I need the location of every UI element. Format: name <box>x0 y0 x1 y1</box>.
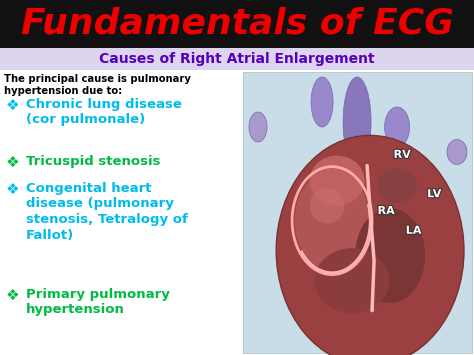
Text: Congenital heart
disease (pulmonary
stenosis, Tetralogy of
Fallot): Congenital heart disease (pulmonary sten… <box>26 182 188 241</box>
Ellipse shape <box>249 112 267 142</box>
Text: ❖: ❖ <box>6 98 19 113</box>
Ellipse shape <box>294 171 370 271</box>
Ellipse shape <box>377 168 417 203</box>
Text: RV: RV <box>393 150 410 160</box>
Ellipse shape <box>447 140 467 164</box>
Bar <box>243 72 472 353</box>
Bar <box>0 0 474 48</box>
Bar <box>0 70 474 355</box>
Ellipse shape <box>310 155 365 206</box>
Text: RA: RA <box>378 206 395 216</box>
Ellipse shape <box>276 135 464 355</box>
Ellipse shape <box>311 77 333 127</box>
Text: Causes of Right Atrial Enlargement: Causes of Right Atrial Enlargement <box>99 52 375 66</box>
Text: Chronic lung disease
(cor pulmonale): Chronic lung disease (cor pulmonale) <box>26 98 182 126</box>
Bar <box>0 48 474 70</box>
Text: LA: LA <box>406 226 421 236</box>
Text: ❖: ❖ <box>6 155 19 170</box>
Text: Tricuspid stenosis: Tricuspid stenosis <box>26 155 161 168</box>
Ellipse shape <box>343 77 371 167</box>
Ellipse shape <box>310 188 345 223</box>
Text: LV: LV <box>427 189 441 199</box>
Text: Primary pulmonary
hypertension: Primary pulmonary hypertension <box>26 288 170 317</box>
Text: ❖: ❖ <box>6 288 19 303</box>
Ellipse shape <box>315 248 390 313</box>
Text: The principal cause is pulmonary
hypertension due to:: The principal cause is pulmonary hyperte… <box>4 74 191 95</box>
Ellipse shape <box>355 208 425 303</box>
Text: Fundamentals of ECG: Fundamentals of ECG <box>20 7 454 41</box>
Text: ❖: ❖ <box>6 182 19 197</box>
Ellipse shape <box>384 107 410 147</box>
